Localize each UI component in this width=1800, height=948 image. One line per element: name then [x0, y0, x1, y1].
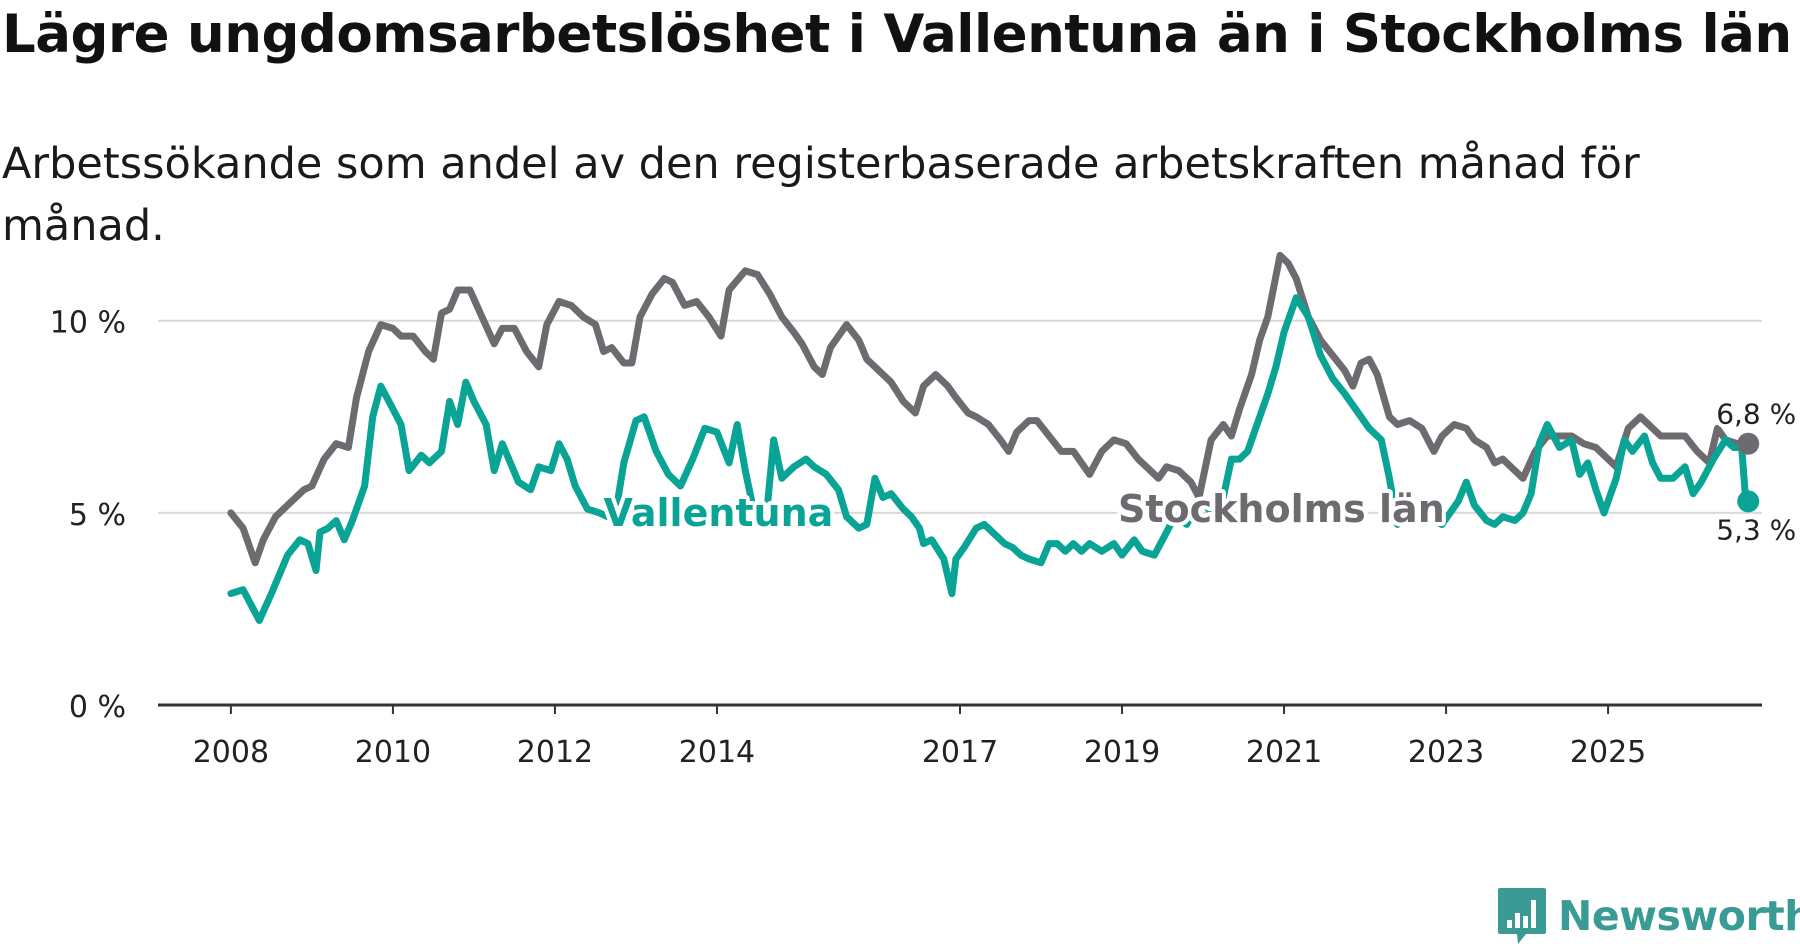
newsworthy-logo: Newsworthy — [1496, 884, 1800, 948]
bar-chart-icon — [1498, 888, 1546, 944]
series-label-stockholms-lan: Stockholms län — [1118, 487, 1445, 531]
y-tick-label: 10 % — [50, 306, 126, 341]
end-value-stockholms-lan: 6,8 % — [1716, 398, 1796, 431]
y-tick-label: 0 % — [69, 690, 126, 725]
x-tick-label: 2019 — [1084, 735, 1160, 770]
x-tick-label: 2010 — [355, 735, 431, 770]
end-point-stockholms-lan — [1737, 432, 1760, 455]
x-tick-label: 2017 — [922, 735, 998, 770]
x-tick-label: 2012 — [517, 735, 593, 770]
x-tick-label: 2008 — [193, 735, 269, 770]
y-axis-labels: 0 % 5 % 10 % — [50, 306, 126, 725]
end-value-vallentuna: 5,3 % — [1716, 513, 1796, 546]
series-line-stockholms-lan — [227, 251, 1752, 567]
chart-subtitle: Arbetssökande som andel av den registerb… — [2, 139, 1640, 251]
brand-name: Newsworthy — [1558, 892, 1800, 940]
series-line-vallentuna — [227, 294, 1752, 624]
x-tick-label: 2021 — [1246, 735, 1322, 770]
y-tick-label: 5 % — [69, 498, 126, 533]
end-point-vallentuna — [1737, 490, 1760, 513]
x-axis-ticks: 2008 2010 2012 2014 2017 2019 2021 2023 2025 — [193, 705, 1646, 770]
series-lines — [227, 251, 1752, 624]
x-tick-label: 2025 — [1570, 735, 1646, 770]
x-tick-label: 2023 — [1408, 735, 1484, 770]
gridlines — [158, 319, 1762, 514]
series-labels: Vallentuna Stockholms län 6,8 % 5,3 % — [600, 394, 1800, 551]
chart-title: Lägre ungdomsarbetslöshet i Vallentuna ä… — [2, 4, 1792, 65]
series-label-vallentuna: Vallentuna — [604, 491, 834, 535]
x-tick-label: 2014 — [679, 735, 755, 770]
